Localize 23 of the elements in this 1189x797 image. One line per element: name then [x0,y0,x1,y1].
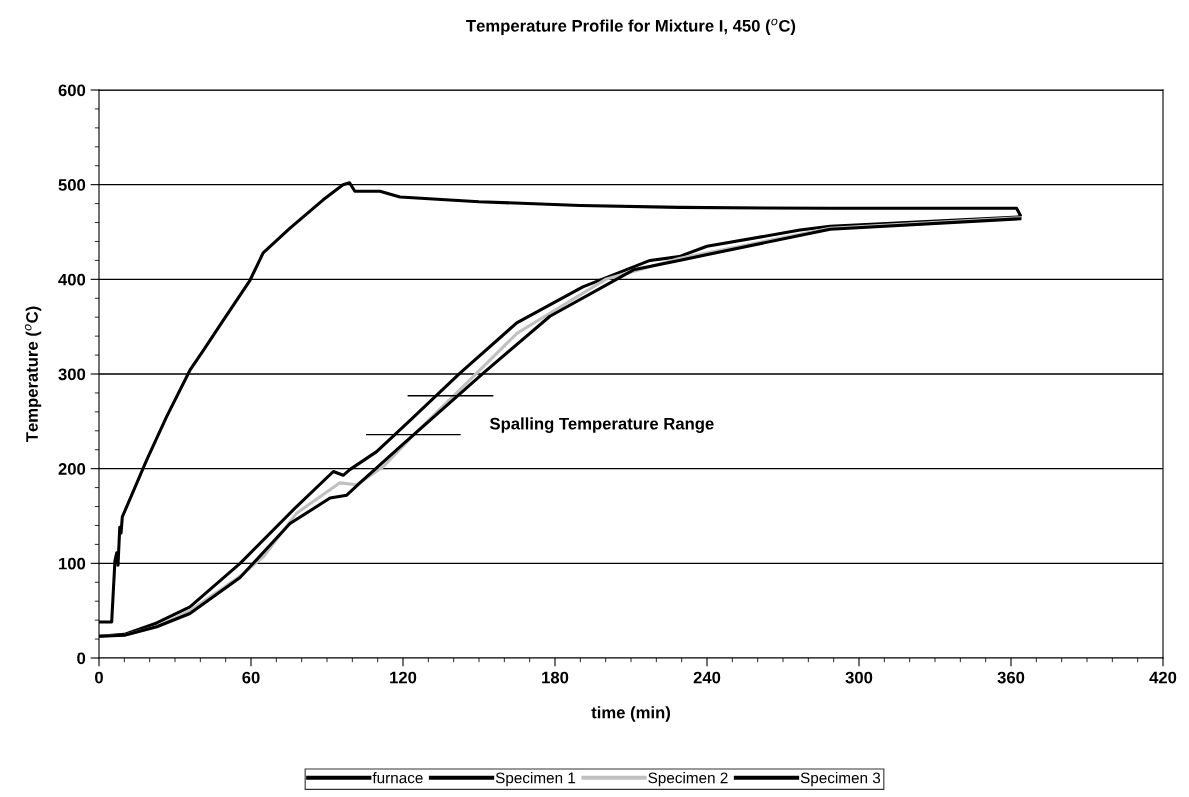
y-tick-label: 100 [59,557,86,570]
x-tick-label: 240 [693,671,721,684]
annotation: Spalling Temperature Range [489,417,714,433]
x-axis-title: time (min) [591,706,670,722]
legend-label: Specimen 1 [495,772,576,787]
y-tick-label: 200 [58,463,86,475]
legend-label: furnace [372,772,423,784]
x-tick-label: 60 [242,671,260,684]
chart-title: Temperature Profile for Mixture I, 450 ($^{o}$C) [466,18,796,36]
y-tick-label: 600 [58,84,86,97]
y-tick-label: 300 [58,368,86,381]
x-tick-label: 180 [542,671,569,684]
x-tick-label: 300 [845,671,873,684]
x-tick-label: 0 [95,671,103,684]
x-tick-label: 120 [390,671,417,684]
y-tick-label: 500 [58,179,86,191]
legend-label: Specimen 2 [648,772,728,787]
x-tick-label: 420 [1149,671,1177,684]
legend-label: Specimen 3 [800,772,881,787]
y-axis-title: Temperature ($^{o}$C) [24,306,42,443]
y-tick-label: 400 [58,273,86,286]
y-tick-label: 0 [77,652,86,665]
x-tick-label: 360 [997,671,1025,684]
